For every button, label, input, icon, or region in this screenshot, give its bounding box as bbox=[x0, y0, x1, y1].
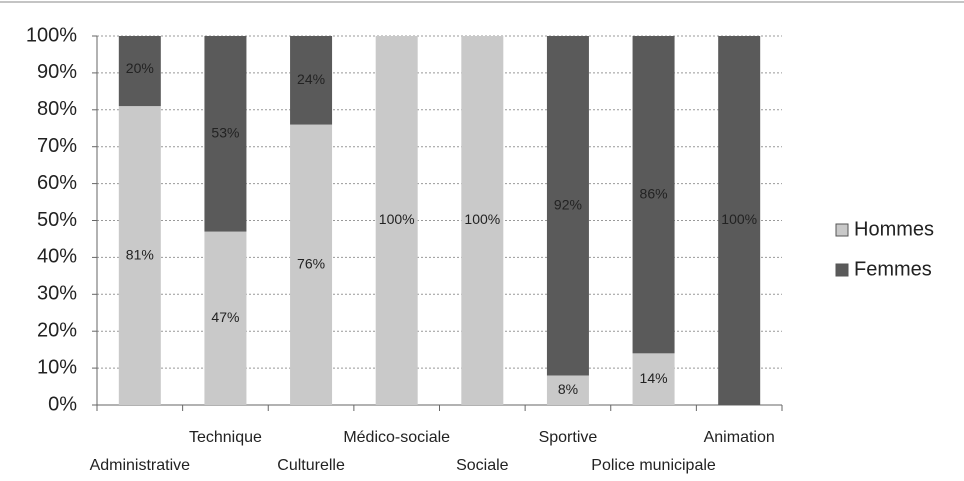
data-label: 100% bbox=[721, 211, 757, 227]
legend-label: Hommes bbox=[854, 218, 934, 240]
x-tick-label: Médico-sociale bbox=[343, 429, 450, 446]
bar bbox=[546, 36, 589, 376]
y-tick-label: 0% bbox=[48, 393, 77, 415]
labels: 0% 10% 20% 30% 40% 50% 60% 70% 80% 90% 100% Adminis… bbox=[26, 24, 934, 474]
bar bbox=[718, 36, 761, 405]
data-label: 47% bbox=[211, 309, 239, 325]
bar bbox=[375, 36, 418, 405]
legend-swatch bbox=[835, 223, 849, 237]
bar bbox=[204, 231, 247, 405]
bar bbox=[461, 36, 504, 405]
bar bbox=[204, 36, 247, 232]
bar bbox=[118, 36, 161, 107]
y-tick-label: 20% bbox=[37, 319, 77, 341]
bars bbox=[118, 36, 761, 405]
data-label: 24% bbox=[297, 71, 325, 87]
x-tick-label: Sociale bbox=[456, 457, 509, 474]
y-tick-label: 90% bbox=[37, 61, 77, 83]
x-tick-label: Culturelle bbox=[277, 457, 345, 474]
data-label: 100% bbox=[379, 211, 415, 227]
data-label: 76% bbox=[297, 255, 325, 271]
bar bbox=[546, 375, 589, 405]
bar bbox=[290, 124, 333, 405]
bar bbox=[290, 36, 333, 125]
data-label: 20% bbox=[126, 60, 154, 76]
x-tick-label: Police municipale bbox=[591, 457, 716, 474]
data-label: 8% bbox=[558, 381, 578, 397]
x-tick-label: Sportive bbox=[539, 429, 598, 446]
data-label: 53% bbox=[211, 124, 239, 140]
data-label: 81% bbox=[126, 246, 154, 262]
legend-swatch bbox=[835, 263, 849, 277]
y-tick-label: 100% bbox=[26, 24, 77, 46]
y-tick-label: 10% bbox=[37, 356, 77, 378]
y-tick-label: 50% bbox=[37, 209, 77, 231]
legend-label: Femmes bbox=[854, 258, 932, 280]
data-label: 92% bbox=[554, 196, 582, 212]
y-tick-label: 30% bbox=[37, 283, 77, 305]
data-label: 100% bbox=[464, 211, 500, 227]
data-label: 86% bbox=[640, 185, 668, 201]
y-tick-label: 60% bbox=[37, 172, 77, 194]
x-tick-label: Technique bbox=[189, 429, 262, 446]
data-label: 14% bbox=[640, 370, 668, 386]
y-tick-label: 80% bbox=[37, 98, 77, 120]
x-tick-label: Animation bbox=[704, 429, 775, 446]
y-tick-label: 40% bbox=[37, 246, 77, 268]
x-tick-label: Administrative bbox=[90, 457, 191, 474]
y-tick-label: 70% bbox=[37, 135, 77, 157]
bar bbox=[632, 36, 675, 354]
bar bbox=[118, 106, 161, 405]
grid bbox=[92, 35, 783, 411]
bar bbox=[632, 353, 675, 405]
